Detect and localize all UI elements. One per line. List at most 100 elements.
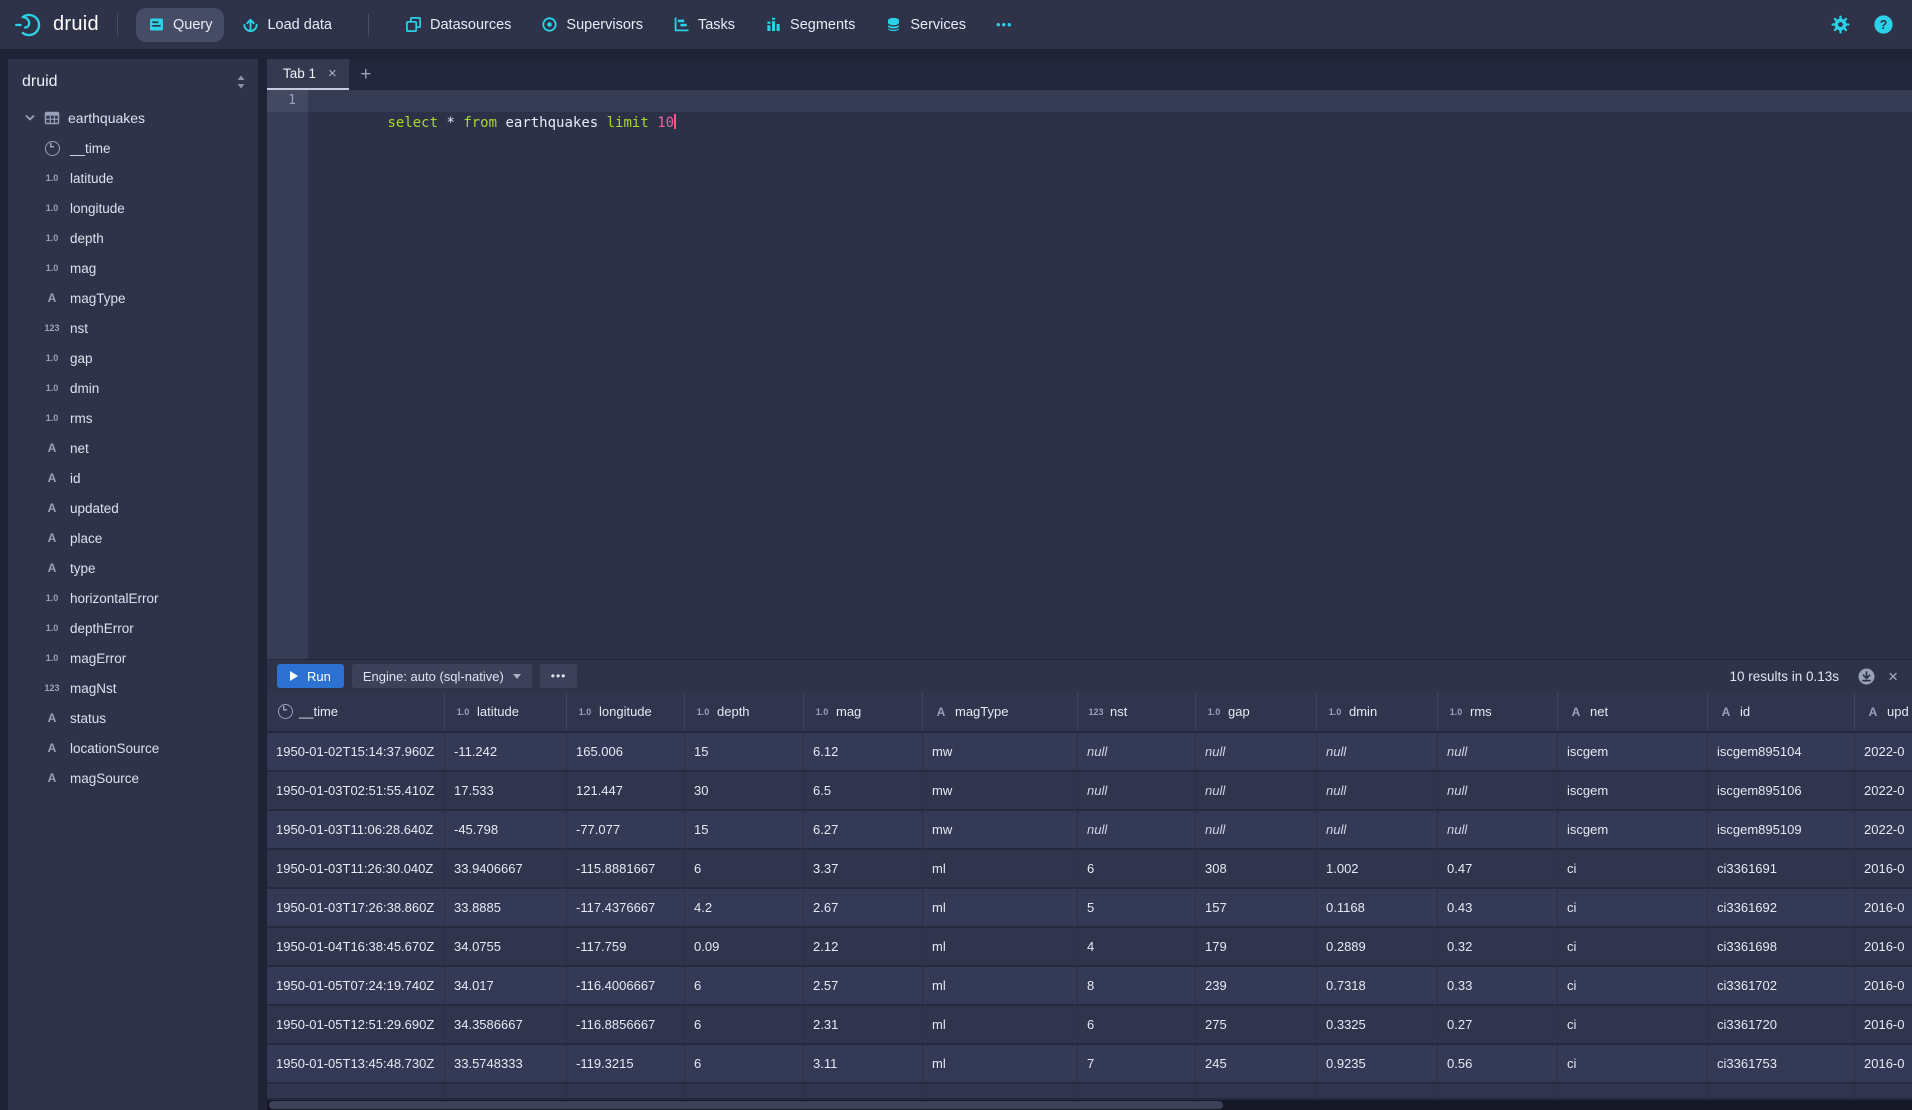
table-cell[interactable]: 1950-01-05T07:24:19.740Z <box>267 967 445 1004</box>
table-cell[interactable]: 2022-0 <box>1855 772 1912 809</box>
table-cell[interactable]: ci3361691 <box>1708 850 1855 887</box>
table-cell[interactable]: ci3361720 <box>1708 1006 1855 1043</box>
table-cell[interactable]: 1950-01-04T16:38:45.670Z <box>267 928 445 965</box>
table-cell[interactable]: ci3361692 <box>1708 889 1855 926</box>
sidebar-column-item[interactable]: net <box>8 433 258 463</box>
sidebar-column-item[interactable]: depthError <box>8 613 258 643</box>
table-cell[interactable]: -117.4376667 <box>567 889 685 926</box>
nav-item-supervisors[interactable]: Supervisors <box>529 8 655 42</box>
table-cell[interactable]: mw <box>923 733 1078 770</box>
table-cell[interactable]: 34.3586667 <box>445 1006 567 1043</box>
table-cell[interactable]: 2.57 <box>804 967 923 1004</box>
nav-item-query[interactable]: Query <box>135 7 225 42</box>
sidebar-column-item[interactable]: magNst <box>8 673 258 703</box>
table-cell[interactable] <box>1196 1084 1317 1098</box>
table-cell[interactable]: 1950-01-03T17:26:38.860Z <box>267 889 445 926</box>
table-cell[interactable]: ci <box>1558 967 1708 1004</box>
table-cell[interactable]: 34.0755 <box>445 928 567 965</box>
table-cell[interactable]: 157 <box>1196 889 1317 926</box>
table-cell[interactable]: 6 <box>685 850 804 887</box>
column-header-depth[interactable]: depth <box>685 692 804 731</box>
table-cell[interactable]: 15 <box>685 811 804 848</box>
table-cell[interactable]: 2016-0 <box>1855 928 1912 965</box>
table-cell[interactable] <box>1317 1084 1438 1098</box>
table-cell[interactable]: 6.5 <box>804 772 923 809</box>
column-header-dmin[interactable]: dmin <box>1317 692 1438 731</box>
table-cell[interactable]: ci3361698 <box>1708 928 1855 965</box>
table-cell[interactable]: 7 <box>1078 1045 1196 1082</box>
table-cell[interactable]: 121.447 <box>567 772 685 809</box>
table-cell[interactable]: 1950-01-03T11:26:30.040Z <box>267 850 445 887</box>
table-cell[interactable]: 0.33 <box>1438 967 1558 1004</box>
table-cell[interactable]: null <box>1196 733 1317 770</box>
sidebar-column-item[interactable]: horizontalError <box>8 583 258 613</box>
nav-item-more[interactable]: ••• <box>984 8 1025 42</box>
double-caret-sort-icon[interactable] <box>234 74 248 90</box>
table-cell[interactable] <box>923 1084 1078 1098</box>
sidebar-column-item[interactable]: place <box>8 523 258 553</box>
table-cell[interactable]: 2.12 <box>804 928 923 965</box>
table-cell[interactable]: ci <box>1558 1045 1708 1082</box>
table-cell[interactable]: 3.37 <box>804 850 923 887</box>
table-cell[interactable]: 179 <box>1196 928 1317 965</box>
sidebar-column-item[interactable]: nst <box>8 313 258 343</box>
tab-1[interactable]: Tab 1 × <box>267 59 349 90</box>
column-header-upd[interactable]: upd <box>1855 692 1912 731</box>
table-cell[interactable]: 8 <box>1078 967 1196 1004</box>
nav-item-services[interactable]: Services <box>873 8 978 42</box>
druid-logo[interactable]: druid <box>14 10 99 40</box>
table-cell[interactable]: 1950-01-03T11:06:28.640Z <box>267 811 445 848</box>
table-cell[interactable]: 0.1168 <box>1317 889 1438 926</box>
table-cell[interactable] <box>1558 1084 1708 1098</box>
table-cell[interactable]: 239 <box>1196 967 1317 1004</box>
table-cell[interactable]: null <box>1078 811 1196 848</box>
table-cell[interactable]: 0.3325 <box>1317 1006 1438 1043</box>
horizontal-scrollbar-thumb[interactable] <box>269 1101 1224 1109</box>
table-cell[interactable]: null <box>1078 772 1196 809</box>
table-cell[interactable]: ml <box>923 889 1078 926</box>
table-cell[interactable]: ml <box>923 850 1078 887</box>
sidebar-column-item[interactable]: status <box>8 703 258 733</box>
table-cell[interactable]: 6 <box>685 1045 804 1082</box>
table-cell[interactable]: 2016-0 <box>1855 1006 1912 1043</box>
nav-item-datasources[interactable]: Datasources <box>393 8 523 42</box>
table-cell[interactable]: -119.3215 <box>567 1045 685 1082</box>
table-cell[interactable]: 6.27 <box>804 811 923 848</box>
table-cell[interactable]: 275 <box>1196 1006 1317 1043</box>
column-header-magType[interactable]: magType <box>923 692 1078 731</box>
table-cell[interactable]: 33.9406667 <box>445 850 567 887</box>
table-cell[interactable]: 34.017 <box>445 967 567 1004</box>
table-cell[interactable]: ci3361702 <box>1708 967 1855 1004</box>
table-cell[interactable]: null <box>1196 772 1317 809</box>
table-cell[interactable]: 0.47 <box>1438 850 1558 887</box>
run-button[interactable]: Run <box>277 664 344 688</box>
table-cell[interactable]: iscgem <box>1558 733 1708 770</box>
table-cell[interactable]: 4.2 <box>685 889 804 926</box>
table-cell[interactable]: null <box>1438 811 1558 848</box>
nav-item-segments[interactable]: Segments <box>753 8 867 42</box>
table-cell[interactable]: mw <box>923 772 1078 809</box>
sidebar-column-item[interactable]: __time <box>8 133 258 163</box>
table-cell[interactable]: 2016-0 <box>1855 850 1912 887</box>
table-cell[interactable]: 1950-01-05T12:51:29.690Z <box>267 1006 445 1043</box>
query-more-button[interactable]: ••• <box>539 664 578 688</box>
sidebar-column-item[interactable]: magSource <box>8 763 258 793</box>
table-cell[interactable]: 17.533 <box>445 772 567 809</box>
add-tab-button[interactable]: + <box>349 59 383 90</box>
table-cell[interactable]: iscgem <box>1558 811 1708 848</box>
table-cell[interactable]: 6 <box>1078 850 1196 887</box>
sidebar-column-item[interactable]: type <box>8 553 258 583</box>
engine-selector[interactable]: Engine: auto (sql-native) <box>351 664 532 688</box>
table-cell[interactable]: -77.077 <box>567 811 685 848</box>
chevron-down-icon[interactable] <box>20 112 40 124</box>
column-header-rms[interactable]: rms <box>1438 692 1558 731</box>
table-cell[interactable] <box>1438 1084 1558 1098</box>
table-cell[interactable]: -45.798 <box>445 811 567 848</box>
download-results-button[interactable] <box>1855 665 1878 688</box>
table-cell[interactable]: 2016-0 <box>1855 889 1912 926</box>
table-cell[interactable]: iscgem895104 <box>1708 733 1855 770</box>
table-cell[interactable]: null <box>1317 811 1438 848</box>
column-header-nst[interactable]: nst <box>1078 692 1196 731</box>
settings-gear-button[interactable] <box>1828 12 1853 37</box>
sidebar-column-item[interactable]: magError <box>8 643 258 673</box>
